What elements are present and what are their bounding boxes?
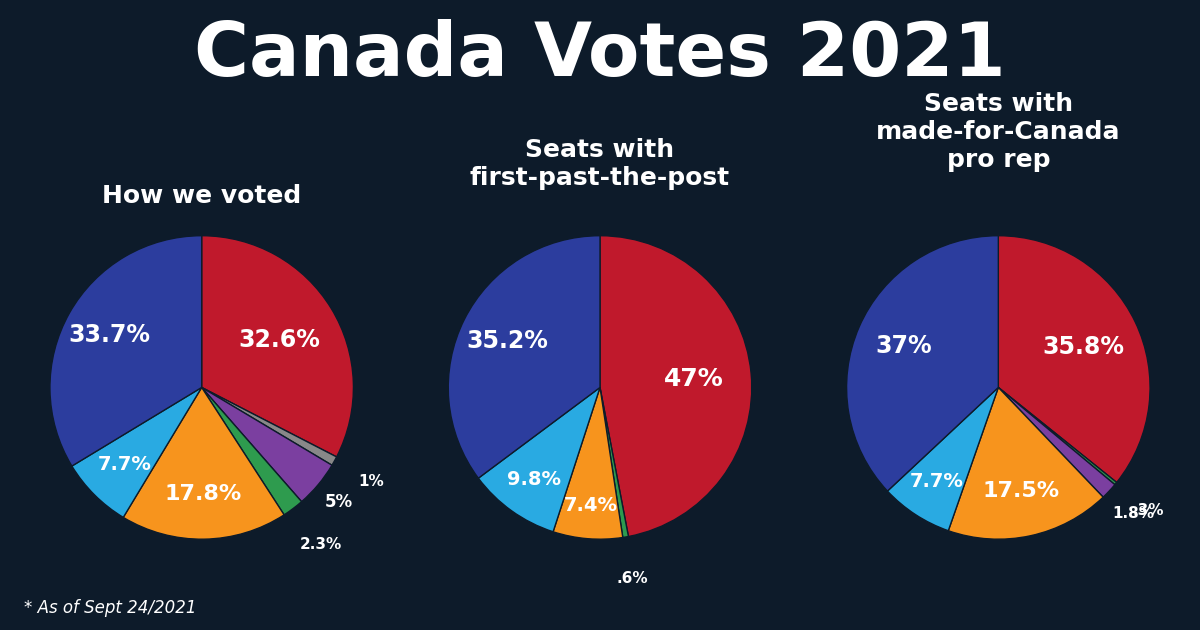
Wedge shape xyxy=(948,387,1103,539)
Text: 9.8%: 9.8% xyxy=(506,471,560,490)
Wedge shape xyxy=(553,387,623,539)
Text: 5%: 5% xyxy=(325,493,353,511)
Wedge shape xyxy=(479,387,600,532)
Wedge shape xyxy=(888,387,998,530)
Wedge shape xyxy=(72,387,202,517)
Text: 7.7%: 7.7% xyxy=(97,455,151,474)
Text: 32.6%: 32.6% xyxy=(239,328,320,352)
Wedge shape xyxy=(202,387,301,515)
Wedge shape xyxy=(998,236,1150,483)
Wedge shape xyxy=(846,236,998,491)
Text: How we voted: How we voted xyxy=(102,185,301,209)
Wedge shape xyxy=(202,387,332,501)
Wedge shape xyxy=(202,236,354,457)
Text: 1.8%: 1.8% xyxy=(1112,507,1154,522)
Text: 7.4%: 7.4% xyxy=(563,496,617,515)
Text: 35.2%: 35.2% xyxy=(467,329,548,353)
Text: * As of Sept 24/2021: * As of Sept 24/2021 xyxy=(24,599,197,617)
Text: Seats with
made-for-Canada
pro rep: Seats with made-for-Canada pro rep xyxy=(876,93,1121,172)
Wedge shape xyxy=(449,236,600,478)
Text: 17.5%: 17.5% xyxy=(983,481,1060,501)
Text: 2.3%: 2.3% xyxy=(299,537,342,553)
Text: 33.7%: 33.7% xyxy=(68,323,150,347)
Text: 7.7%: 7.7% xyxy=(910,472,964,491)
Text: .3%: .3% xyxy=(1133,503,1164,518)
Text: .6%: .6% xyxy=(617,571,649,587)
Text: Seats with
first-past-the-post: Seats with first-past-the-post xyxy=(470,139,730,190)
Wedge shape xyxy=(124,387,284,539)
Text: 37%: 37% xyxy=(875,335,932,358)
Wedge shape xyxy=(50,236,202,466)
Text: 47%: 47% xyxy=(664,367,724,391)
Wedge shape xyxy=(600,236,751,537)
Text: Canada Votes 2021: Canada Votes 2021 xyxy=(194,19,1006,92)
Wedge shape xyxy=(600,387,629,537)
Text: 1%: 1% xyxy=(359,474,384,490)
Wedge shape xyxy=(998,387,1115,497)
Text: 17.8%: 17.8% xyxy=(164,484,242,503)
Wedge shape xyxy=(202,387,336,465)
Text: 35.8%: 35.8% xyxy=(1042,335,1124,358)
Wedge shape xyxy=(998,387,1117,484)
